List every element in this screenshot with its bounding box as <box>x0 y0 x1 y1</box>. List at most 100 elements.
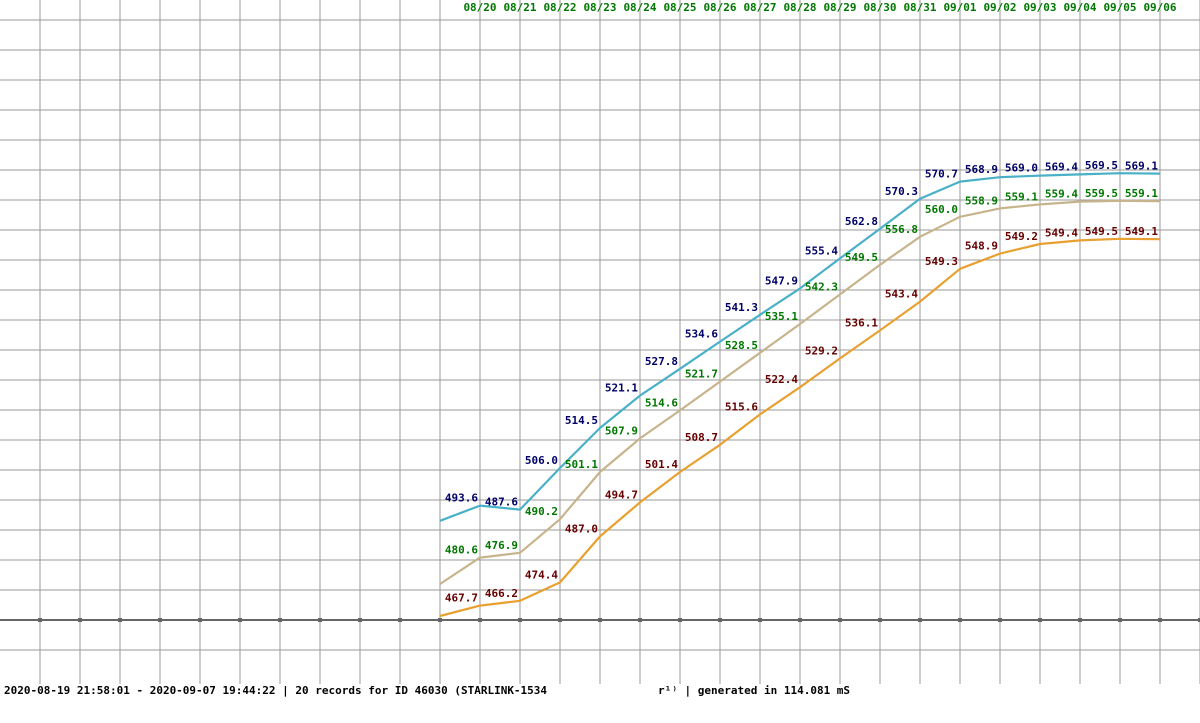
data-label: 549.5 <box>1085 225 1118 238</box>
x-axis-tick <box>1198 618 1200 622</box>
data-label: 549.4 <box>1045 226 1078 239</box>
x-axis-tick <box>118 618 122 622</box>
data-label: 536.1 <box>845 316 878 329</box>
data-label: 559.1 <box>1125 187 1158 200</box>
date-label: 09/06 <box>1143 1 1176 14</box>
date-label: 09/04 <box>1063 1 1096 14</box>
x-axis-tick <box>998 618 1002 622</box>
date-label: 08/29 <box>823 1 856 14</box>
data-label: 569.4 <box>1045 160 1078 173</box>
date-label: 08/28 <box>783 1 816 14</box>
x-axis-tick <box>1118 618 1122 622</box>
date-label: 08/21 <box>503 1 536 14</box>
x-axis-tick <box>838 618 842 622</box>
data-label: 569.0 <box>1005 162 1038 175</box>
data-label: 490.2 <box>525 505 558 518</box>
x-axis-tick <box>798 618 802 622</box>
data-label: 528.5 <box>725 339 758 352</box>
data-label: 494.7 <box>605 488 638 501</box>
date-label: 08/26 <box>703 1 736 14</box>
x-axis-tick <box>78 618 82 622</box>
data-label: 562.8 <box>845 215 878 228</box>
data-label: 501.4 <box>645 458 678 471</box>
data-label: 569.5 <box>1085 159 1118 172</box>
date-labels: 08/20 08/21 08/22 08/23 08/24 08/25 08/26 08/27… <box>463 1 1176 14</box>
date-label: 09/01 <box>943 1 976 14</box>
data-label: 521.1 <box>605 382 638 395</box>
data-label: 515.6 <box>725 400 758 413</box>
data-label: 549.5 <box>845 251 878 264</box>
data-label: 559.4 <box>1045 188 1078 201</box>
x-axis-tick <box>198 618 202 622</box>
data-label: 508.7 <box>685 431 718 444</box>
series-1: 493.6 487.6 506.0 514.5 521.1 527.8 534.6 541.3… <box>439 159 1161 522</box>
x-axis-tick <box>318 618 322 622</box>
x-axis-tick <box>158 618 162 622</box>
data-label: 559.5 <box>1085 187 1118 200</box>
date-label: 09/03 <box>1023 1 1056 14</box>
footer: 2020-08-19 21:58:01 - 2020-09-07 19:44:2… <box>4 684 1194 700</box>
data-label: 521.7 <box>685 368 718 381</box>
data-label: 549.1 <box>1125 225 1158 238</box>
data-label: 466.2 <box>485 587 518 600</box>
data-label: 535.1 <box>765 310 798 323</box>
data-label: 547.9 <box>765 274 798 287</box>
x-axis-tick <box>238 618 242 622</box>
data-label: 487.6 <box>485 496 518 509</box>
data-label: 487.0 <box>565 522 598 535</box>
data-label: 474.4 <box>525 568 558 581</box>
data-label: 549.2 <box>1005 230 1038 243</box>
data-label: 507.9 <box>605 424 638 437</box>
x-axis-tick <box>438 618 442 622</box>
series-line <box>439 237 1161 618</box>
data-label: 559.1 <box>1005 190 1038 203</box>
data-label: 543.4 <box>885 288 918 301</box>
data-label: 493.6 <box>445 492 478 505</box>
x-axis-tick <box>1038 618 1042 622</box>
data-label: 570.3 <box>885 185 918 198</box>
data-label: 476.9 <box>485 539 518 552</box>
chart: 08/20 08/21 08/22 08/23 08/24 08/25 08/26 08/27… <box>0 0 1200 684</box>
data-label: 569.1 <box>1125 160 1158 173</box>
data-label: 534.6 <box>685 328 718 341</box>
x-axis-tick <box>758 618 762 622</box>
data-label: 480.6 <box>445 544 478 557</box>
data-label: 514.5 <box>565 414 598 427</box>
data-label: 549.3 <box>925 255 958 268</box>
x-axis-tick <box>638 618 642 622</box>
footer-generated-info: r¹⁾ | generated in 114.081 mS <box>658 684 851 697</box>
date-label: 08/20 <box>463 1 496 14</box>
date-label: 08/31 <box>903 1 936 14</box>
x-axis-tick <box>398 618 402 622</box>
data-label: 548.9 <box>965 240 998 253</box>
x-axis-tick <box>518 618 522 622</box>
data-label: 514.6 <box>645 396 678 409</box>
date-label: 09/05 <box>1103 1 1136 14</box>
data-label: 522.4 <box>765 373 798 386</box>
x-axis-tick <box>478 618 482 622</box>
series-3: 467.7 466.2 474.4 487.0 494.7 501.4 508.7 515.6… <box>439 225 1161 618</box>
data-label: 542.3 <box>805 280 838 293</box>
series-line <box>439 172 1161 522</box>
x-axis-tick <box>358 618 362 622</box>
series-line <box>439 199 1161 585</box>
data-label: 555.4 <box>805 244 838 257</box>
data-label: 467.7 <box>445 592 478 605</box>
data-label: 560.0 <box>925 203 958 216</box>
data-label: 556.8 <box>885 223 918 236</box>
x-axis-tick <box>278 618 282 622</box>
x-axis-tick <box>678 618 682 622</box>
data-label: 501.1 <box>565 458 598 471</box>
footer-record-info: 2020-08-19 21:58:01 - 2020-09-07 19:44:2… <box>4 684 548 697</box>
date-label: 08/25 <box>663 1 696 14</box>
date-label: 08/23 <box>583 1 616 14</box>
data-label: 527.8 <box>645 355 678 368</box>
data-label: 529.2 <box>805 344 838 357</box>
x-axis-tick <box>718 618 722 622</box>
x-axis-tick <box>878 618 882 622</box>
x-axis-tick <box>1078 618 1082 622</box>
grid <box>0 0 1200 684</box>
date-label: 08/24 <box>623 1 656 14</box>
data-label: 568.9 <box>965 163 998 176</box>
date-label: 08/30 <box>863 1 896 14</box>
